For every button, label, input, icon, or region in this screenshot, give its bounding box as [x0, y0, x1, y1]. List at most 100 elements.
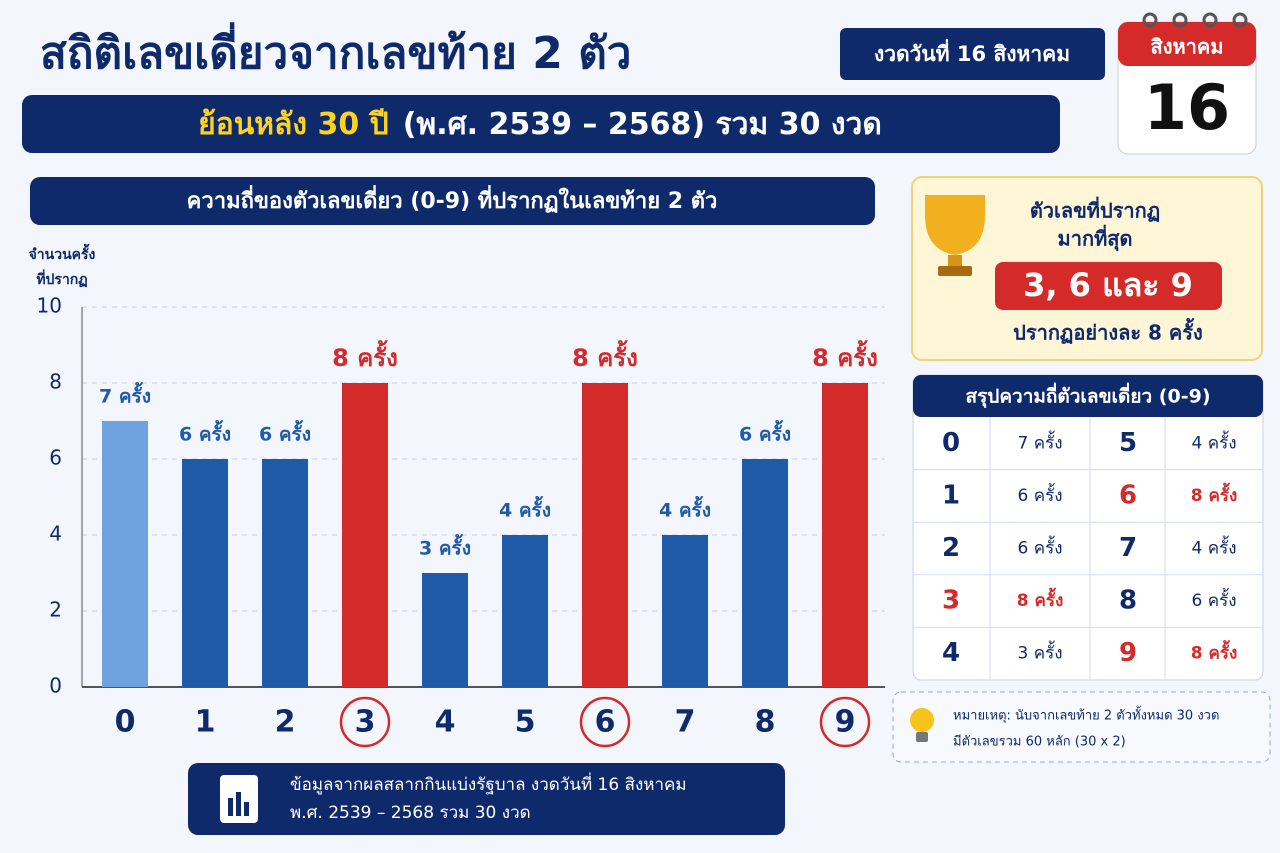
y-tick-label: 4	[49, 522, 62, 546]
x-tick-label: 9	[835, 705, 856, 740]
table-count: 3 ครั้ง	[1017, 641, 1062, 664]
plot: 0 2 4 6 8 10 7 ครั้ง 0 6 ครั้ง 1 6 ครั้ง 2 8 ครั้ง 3 3…	[37, 294, 885, 748]
bar	[822, 383, 868, 687]
chart-title: ความถี่ของตัวเลขเดี่ยว (0-9) ที่ปรากฏในเ…	[187, 184, 718, 214]
table-digit: 4	[942, 638, 960, 668]
badge-bg	[840, 28, 1105, 80]
table-digit: 0	[942, 428, 960, 458]
top-box-line: ตัวเลขที่ปรากฏ	[1030, 196, 1160, 223]
table-count: 4 ครั้ง	[1191, 536, 1236, 559]
table-count: 8 ครั้ง	[1017, 587, 1064, 611]
note-line: หมายเหตุ: นับจากเลขท้าย 2 ตัวทั้งหมด 30 …	[953, 706, 1219, 724]
value-label: 6 ครั้ง	[739, 420, 791, 446]
title: สถิติเลขเดี่ยวจากเลขท้าย 2 ตัว	[40, 22, 632, 79]
value-label: 8 ครั้ง	[332, 339, 398, 372]
ring	[1232, 12, 1248, 28]
table-count: 6 ครั้ง	[1191, 588, 1236, 611]
x-tick-label: 2	[275, 705, 296, 740]
trophy-base	[938, 266, 972, 276]
x-tick-label: 0	[115, 705, 136, 740]
source-line: พ.ศ. 2539 – 2568 รวม 30 งวด	[290, 803, 531, 823]
value-label: 3 ครั้ง	[419, 534, 471, 560]
calendar-day: 16	[1144, 71, 1230, 144]
value-label: 6 ครั้ง	[179, 420, 231, 446]
ring	[1202, 12, 1218, 28]
icon-bar	[236, 792, 241, 816]
trophy-stem	[948, 255, 962, 267]
y-tick-label: 2	[49, 598, 62, 622]
table-digit: 2	[942, 533, 960, 563]
x-tick-label: 6	[595, 705, 616, 740]
value-label: 8 ครั้ง	[572, 339, 638, 372]
table-digit: 5	[1119, 428, 1137, 458]
calendar-month: สิงหาคม	[1151, 35, 1224, 59]
table-digit: 8	[1119, 586, 1137, 616]
table-count: 7 ครั้ง	[1017, 430, 1062, 453]
table-count: 4 ครั้ง	[1191, 430, 1236, 453]
top-numbers-bg	[995, 262, 1222, 310]
bar	[742, 459, 788, 687]
table-digit: 3	[942, 586, 960, 616]
icon-bar	[244, 802, 249, 816]
bar	[182, 459, 228, 687]
table: 0 7 ครั้ง 5 4 ครั้ง 1 6 ครั้ง 6 8 ครั้ง 2 6 ครั้ง…	[913, 417, 1263, 680]
value-label: 4 ครั้ง	[499, 496, 551, 522]
x-tick-label: 1	[195, 705, 216, 740]
subtitle: ย้อนหลัง 30 ปี (พ.ศ. 2539 – 2568) รวม 30 …	[198, 107, 882, 142]
source-line: ข้อมูลจากผลสลากกินแบ่งรัฐบาล งวดวันที่ 1…	[290, 772, 687, 795]
ring	[1172, 12, 1188, 28]
table-count: 8 ครั้ง	[1191, 640, 1238, 664]
top-caption: ปรากฏอย่างละ 8 ครั้ง	[1013, 318, 1203, 345]
icon-bar	[228, 798, 233, 816]
y-tick-label: 8	[49, 370, 62, 394]
highlight-ring	[339, 696, 391, 748]
calendar-top	[1118, 22, 1256, 66]
table-digit: 7	[1119, 533, 1137, 563]
x-tick-label: 3	[355, 705, 376, 740]
table-digit: 1	[942, 480, 960, 510]
bar	[422, 573, 468, 687]
value-label: 7 ครั้ง	[99, 382, 151, 408]
note-line: มีตัวเลขรวม 60 หลัก (30 x 2)	[953, 734, 1126, 750]
value-label: 8 ครั้ง	[812, 339, 878, 372]
bar	[662, 535, 708, 687]
bulb-base	[916, 732, 928, 742]
y-tick-label: 6	[49, 446, 62, 470]
highlight-ring	[579, 696, 631, 748]
bar	[262, 459, 308, 687]
y-axis-label: ที่ปรากฏ	[36, 269, 87, 288]
bar	[342, 383, 388, 687]
x-tick-label: 5	[515, 705, 536, 740]
top-box-line: มากที่สุด	[1058, 224, 1133, 252]
source-bg	[188, 763, 785, 835]
trophy-icon	[925, 195, 985, 255]
subtitle-rest: (พ.ศ. 2539 – 2568) รวม 30 งวด	[403, 107, 882, 142]
bar	[582, 383, 628, 687]
note-box	[892, 691, 1271, 763]
y-axis-label: จำนวนครั้ง	[29, 243, 96, 263]
top-numbers: 3, 6 และ 9	[1023, 266, 1193, 304]
highlight-ring	[819, 696, 871, 748]
bulb-icon	[910, 708, 934, 732]
subtitle-bg	[22, 95, 1060, 153]
table-box	[912, 374, 1264, 681]
badge: งวดวันที่ 16 สิงหาคม	[874, 38, 1070, 66]
ring	[1142, 12, 1158, 28]
table-digit: 6	[1119, 480, 1137, 510]
bar	[502, 535, 548, 687]
table-count: 6 ครั้ง	[1017, 536, 1062, 559]
x-tick-label: 7	[675, 705, 696, 740]
x-tick-label: 4	[435, 705, 456, 740]
table-count: 8 ครั้ง	[1191, 482, 1238, 506]
subtitle-highlight: ย้อนหลัง 30 ปี	[198, 107, 389, 142]
y-tick-label: 0	[49, 674, 62, 698]
table-count: 6 ครั้ง	[1017, 483, 1062, 506]
y-tick-label: 10	[37, 294, 62, 318]
chart-title-bg	[30, 177, 875, 225]
table-title: สรุปความถี่ตัวเลขเดี่ยว (0-9)	[965, 383, 1210, 409]
table-digit: 9	[1119, 638, 1137, 668]
x-tick-label: 8	[755, 705, 776, 740]
table-header-bg	[913, 375, 1263, 417]
value-label: 6 ครั้ง	[259, 420, 311, 446]
